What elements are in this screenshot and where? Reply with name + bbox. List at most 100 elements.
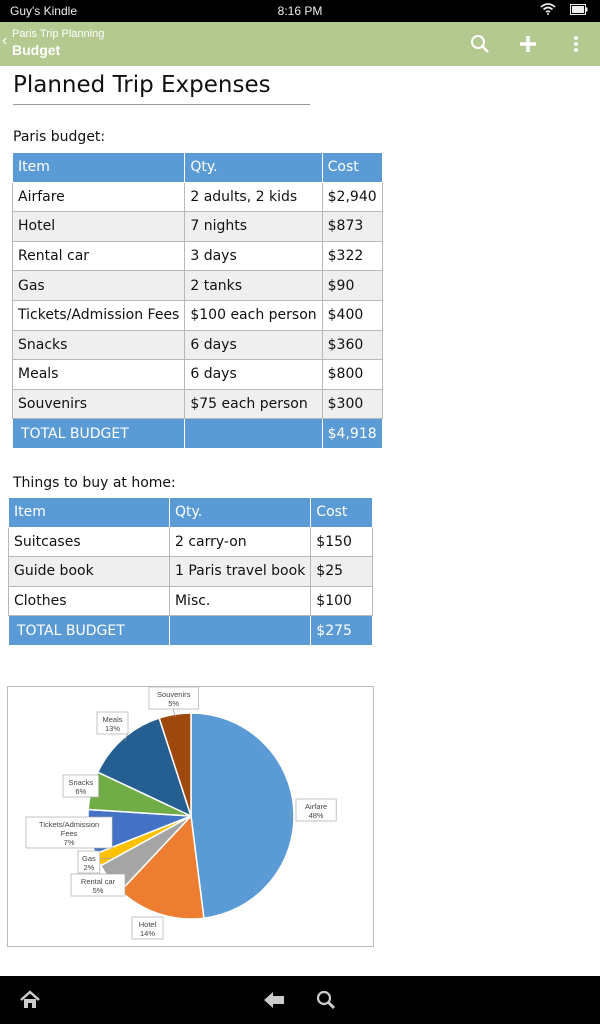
- cost-cell[interactable]: $800: [321, 359, 383, 390]
- qty-cell[interactable]: 2 adults, 2 kids: [184, 181, 323, 213]
- qty-cell[interactable]: 3 days: [184, 240, 323, 272]
- data-label-name: Gas: [82, 854, 96, 863]
- header-cell[interactable]: Cost: [321, 152, 383, 183]
- total-label-cell[interactable]: TOTAL BUDGET: [8, 615, 170, 646]
- cost-cell[interactable]: $150: [310, 526, 373, 558]
- data-label-box: [77, 850, 101, 874]
- data-label-name: Tickets/Admission: [39, 820, 99, 829]
- table-row: Snacks 6 days $360: [11, 329, 383, 361]
- item-cell[interactable]: Meals: [11, 359, 186, 390]
- note-page[interactable]: Planned Trip Expenses Paris budget: Item…: [0, 66, 600, 976]
- item-cell[interactable]: Snacks: [11, 329, 186, 361]
- total-row: TOTAL BUDGET $4,918: [11, 418, 383, 449]
- header-cell[interactable]: Qty.: [184, 152, 323, 183]
- page-title: Budget: [12, 42, 61, 58]
- data-label-name: Souvenirs: [157, 690, 191, 699]
- qty-cell[interactable]: 7 nights: [184, 211, 323, 242]
- device-name: Guy's Kindle: [10, 4, 77, 18]
- home-icon[interactable]: [18, 988, 42, 1012]
- cost-cell[interactable]: $873: [321, 211, 383, 242]
- table-row: Souvenirs $75 each person $300: [11, 388, 383, 420]
- pie-slice-airfare: [190, 712, 295, 920]
- cost-cell[interactable]: $2,940: [321, 181, 383, 213]
- data-label-box: [148, 686, 199, 710]
- qty-cell[interactable]: 2 tanks: [184, 270, 323, 301]
- data-label-percent: 6%: [75, 787, 86, 796]
- back-chevron-icon[interactable]: ‹: [2, 32, 8, 49]
- expense-pie-chart[interactable]: Airfare 48% Hotel 14% Rental car 5% Gas 2% Ticke…: [7, 686, 374, 947]
- leader-line: [160, 910, 164, 913]
- clock: 8:16 PM: [277, 4, 323, 18]
- table-row: Airfare 2 adults, 2 kids $2,940: [11, 181, 383, 213]
- home-items-caption[interactable]: Things to buy at home:: [13, 475, 176, 491]
- search-icon[interactable]: [314, 988, 338, 1012]
- cost-cell[interactable]: $360: [321, 329, 383, 361]
- table-row: Guide book 1 Paris travel book $25: [8, 556, 373, 587]
- total-cost-cell[interactable]: $275: [310, 615, 373, 646]
- qty-cell[interactable]: Misc.: [168, 585, 312, 617]
- home-items-table[interactable]: Item Qty. Cost Suitcases 2 carry-on $150…: [8, 497, 373, 646]
- qty-cell[interactable]: $75 each person: [184, 388, 323, 420]
- header-cell[interactable]: Cost: [310, 497, 373, 528]
- data-label-name: Fees: [61, 829, 78, 838]
- data-label-percent: 5%: [168, 699, 179, 708]
- total-qty-cell[interactable]: [168, 615, 312, 646]
- item-cell[interactable]: Rental car: [11, 240, 186, 272]
- data-label-box: [131, 916, 164, 940]
- table-row: Tickets/Admission Fees $100 each person …: [11, 299, 383, 331]
- status-bar: Guy's Kindle 8:16 PM: [0, 0, 600, 22]
- total-cost-cell[interactable]: $4,918: [321, 418, 383, 449]
- cost-cell[interactable]: $400: [321, 299, 383, 331]
- cost-cell[interactable]: $90: [321, 270, 383, 301]
- qty-cell[interactable]: 1 Paris travel book: [168, 556, 312, 587]
- header-cell[interactable]: Qty.: [168, 497, 312, 528]
- table-row: Hotel 7 nights $873: [11, 211, 383, 242]
- total-label-cell[interactable]: TOTAL BUDGET: [11, 418, 186, 449]
- data-label-name: Rental car: [81, 877, 116, 886]
- total-qty-cell[interactable]: [184, 418, 323, 449]
- header-cell[interactable]: Item: [11, 152, 186, 183]
- app-bar: ‹ Paris Trip Planning Budget: [0, 22, 600, 66]
- data-label-box: [70, 873, 126, 897]
- qty-cell[interactable]: 2 carry-on: [168, 526, 312, 558]
- data-label-percent: 14%: [140, 929, 155, 938]
- paris-budget-table[interactable]: Item Qty. Cost Airfare 2 adults, 2 kids …: [11, 152, 383, 449]
- cost-cell[interactable]: $300: [321, 388, 383, 420]
- note-title[interactable]: Planned Trip Expenses: [13, 72, 271, 98]
- data-label-box: [62, 774, 99, 798]
- item-cell[interactable]: Gas: [11, 270, 186, 301]
- more-options-icon[interactable]: [564, 32, 588, 56]
- wifi-icon: [540, 3, 556, 18]
- paris-budget-caption[interactable]: Paris budget:: [13, 129, 106, 145]
- item-cell[interactable]: Hotel: [11, 211, 186, 242]
- item-cell[interactable]: Clothes: [8, 585, 170, 617]
- qty-cell[interactable]: 6 days: [184, 359, 323, 390]
- data-label-box: [96, 711, 129, 735]
- parent-notebook-label[interactable]: Paris Trip Planning: [12, 28, 105, 40]
- table-header-row: Item Qty. Cost: [11, 152, 383, 183]
- data-label-name: Airfare: [305, 802, 327, 811]
- item-cell[interactable]: Airfare: [11, 181, 186, 213]
- data-label-percent: 13%: [105, 724, 120, 733]
- table-row: Meals 6 days $800: [11, 359, 383, 390]
- leader-line: [100, 857, 113, 859]
- item-cell[interactable]: Tickets/Admission Fees: [11, 299, 186, 331]
- qty-cell[interactable]: $100 each person: [184, 299, 323, 331]
- data-label-box: [295, 798, 337, 822]
- data-label-percent: 7%: [64, 838, 75, 847]
- table-header-row: Item Qty. Cost: [8, 497, 373, 528]
- item-cell[interactable]: Suitcases: [8, 526, 170, 558]
- header-cell[interactable]: Item: [8, 497, 170, 528]
- back-arrow-icon[interactable]: [262, 988, 286, 1012]
- item-cell[interactable]: Souvenirs: [11, 388, 186, 420]
- add-icon[interactable]: [516, 32, 540, 56]
- search-icon[interactable]: [468, 32, 492, 56]
- cost-cell[interactable]: $322: [321, 240, 383, 272]
- battery-icon: [570, 3, 588, 18]
- qty-cell[interactable]: 6 days: [184, 329, 323, 361]
- item-cell[interactable]: Guide book: [8, 556, 170, 587]
- cost-cell[interactable]: $100: [310, 585, 373, 617]
- data-label-percent: 48%: [309, 811, 324, 820]
- cost-cell[interactable]: $25: [310, 556, 373, 587]
